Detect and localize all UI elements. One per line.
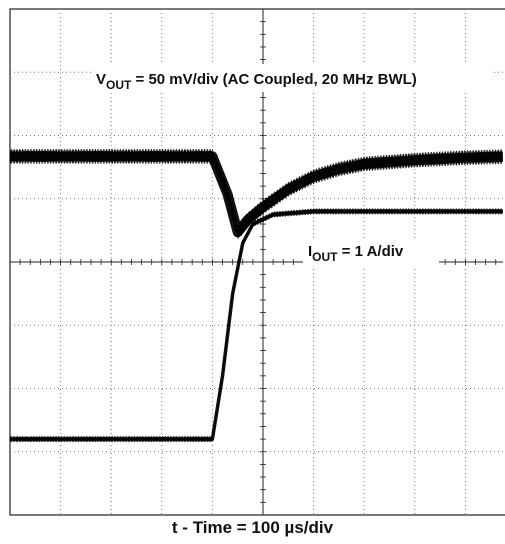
iout-label-subscript: OUT bbox=[312, 250, 338, 264]
iout-label-background bbox=[303, 238, 439, 266]
traces bbox=[6, 148, 505, 443]
vout-label-subscript: OUT bbox=[106, 78, 132, 92]
iout-label-prefix: I bbox=[308, 243, 312, 260]
x-axis-label: t - Time = 100 µs/div bbox=[171, 518, 334, 537]
iout-scale-label: IOUT = 1 A/div bbox=[308, 243, 404, 264]
vout-label-background bbox=[92, 64, 494, 92]
vout-label-suffix: = 50 mV/div (AC Coupled, 20 MHz BWL) bbox=[131, 71, 416, 88]
vout-trace-noise bbox=[9, 148, 503, 240]
iout-label-suffix: = 1 A/div bbox=[338, 243, 404, 260]
vout-label-prefix: V bbox=[96, 71, 106, 88]
iout-trace-noise bbox=[9, 208, 503, 443]
vout-scale-label: VOUT = 50 mV/div (AC Coupled, 20 MHz BWL… bbox=[96, 71, 417, 92]
